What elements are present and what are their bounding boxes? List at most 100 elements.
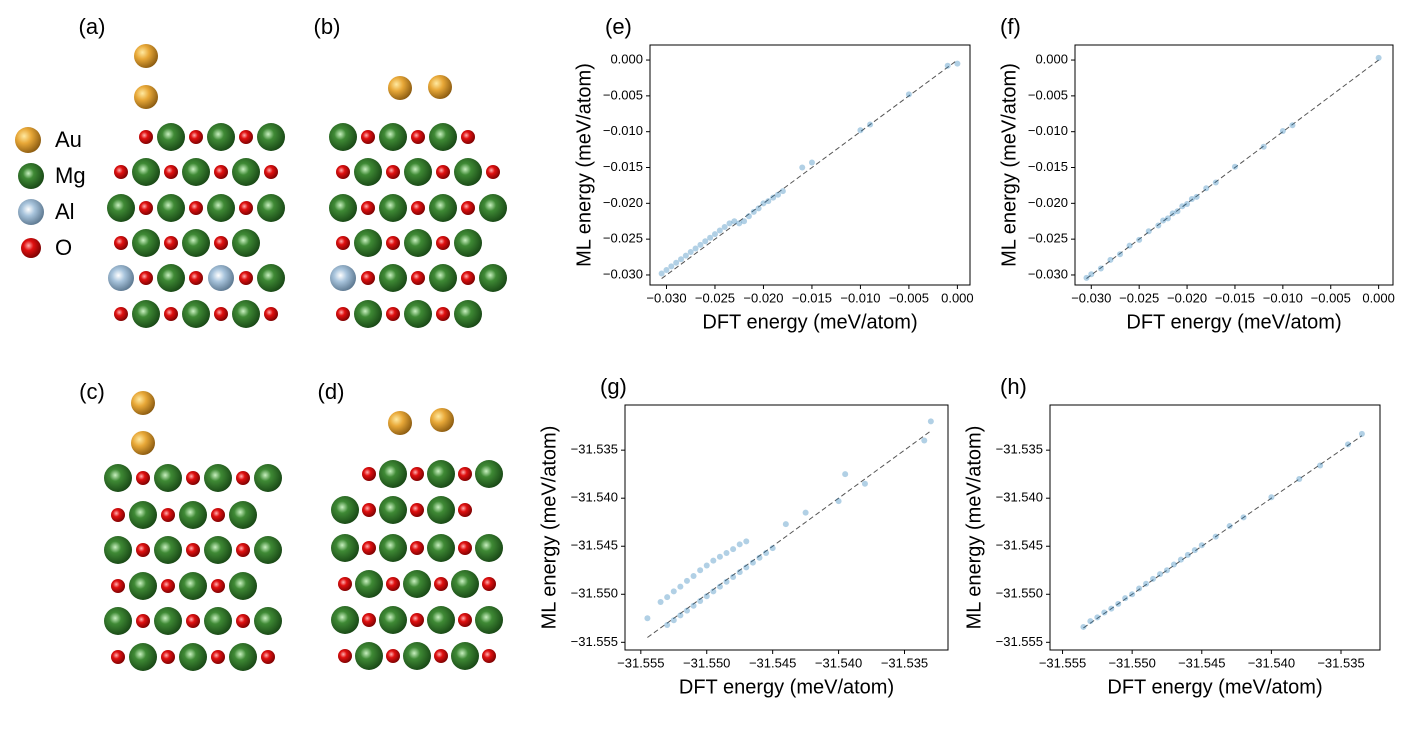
- atom: [379, 264, 407, 292]
- scatter-point: [664, 622, 671, 629]
- y-tick-label: 0.000: [1035, 51, 1068, 66]
- atom: [386, 649, 400, 663]
- panel-label: (h): [1000, 374, 1027, 399]
- x-tick-label: −0.025: [695, 290, 735, 305]
- atom: [461, 201, 475, 215]
- atom: [329, 194, 357, 222]
- identity-line: [647, 430, 932, 638]
- atom: [479, 264, 507, 292]
- atom: [458, 503, 472, 517]
- atom: [108, 265, 134, 291]
- scatter-point: [1174, 208, 1181, 215]
- atom: [132, 300, 160, 328]
- scatter-point: [1129, 591, 1136, 598]
- atom: [411, 130, 425, 144]
- legend-swatch: [15, 127, 41, 153]
- atom: [239, 271, 253, 285]
- x-tick-label: −31.545: [1178, 655, 1225, 670]
- atom: [239, 201, 253, 215]
- atom: [211, 579, 225, 593]
- atom: [331, 606, 359, 634]
- scatter-point: [677, 612, 684, 619]
- atom: [189, 271, 203, 285]
- scatter-point: [763, 549, 770, 556]
- atom: [355, 570, 383, 598]
- atom: [379, 496, 407, 524]
- atom: [229, 643, 257, 671]
- scatter-point: [799, 164, 806, 171]
- x-tick-label: −31.545: [749, 655, 796, 670]
- atom: [214, 165, 228, 179]
- scatter-point: [755, 205, 762, 212]
- atom: [427, 606, 455, 634]
- atom: [132, 158, 160, 186]
- scatter-point: [678, 256, 685, 263]
- atom: [386, 165, 400, 179]
- scatter-point: [1191, 547, 1198, 554]
- atom: [182, 229, 210, 257]
- x-tick-label: −31.535: [1317, 655, 1364, 670]
- scatter-point: [1163, 567, 1170, 574]
- atom: [479, 194, 507, 222]
- x-tick-label: −0.010: [1263, 290, 1303, 305]
- x-tick-label: −0.005: [1311, 290, 1351, 305]
- scatter-point: [703, 562, 710, 569]
- x-tick-label: −31.555: [1039, 655, 1086, 670]
- atom: [164, 236, 178, 250]
- scatter-point: [673, 259, 680, 266]
- scatter-point: [1150, 575, 1157, 582]
- y-axis-label: ML energy (meV/atom): [998, 63, 1020, 267]
- scatter-point: [707, 234, 714, 241]
- scatter-point: [1080, 623, 1087, 630]
- y-tick-label: −31.555: [996, 634, 1043, 649]
- scatter-point: [770, 194, 777, 201]
- atom: [403, 642, 431, 670]
- x-tick-label: −0.020: [743, 290, 783, 305]
- scatter-point: [1184, 201, 1191, 208]
- atom: [404, 158, 432, 186]
- x-tick-label: −0.025: [1119, 290, 1159, 305]
- atom: [461, 271, 475, 285]
- y-tick-label: 0.000: [610, 51, 643, 66]
- scatter-point: [745, 213, 752, 220]
- legend-swatch: [21, 238, 41, 258]
- atom: [475, 534, 503, 562]
- atom: [261, 650, 275, 664]
- scatter-point: [736, 569, 743, 576]
- atom: [254, 536, 282, 564]
- atom: [427, 496, 455, 524]
- scatter-point: [769, 545, 776, 552]
- atom: [331, 496, 359, 524]
- scatter-point: [716, 553, 723, 560]
- atom: [208, 265, 234, 291]
- scatter-point: [663, 266, 670, 273]
- atom: [362, 503, 376, 517]
- scatter-point: [835, 498, 842, 505]
- plot-frame: [624, 404, 949, 651]
- scatter-point: [1193, 193, 1200, 200]
- atom: [257, 123, 285, 151]
- scatter-point: [927, 418, 934, 425]
- atom: [475, 460, 503, 488]
- atom: [129, 572, 157, 600]
- atom: [354, 158, 382, 186]
- atom: [129, 501, 157, 529]
- scatter-point: [731, 218, 738, 225]
- atom: [131, 431, 155, 455]
- x-tick-label: −0.015: [1215, 290, 1255, 305]
- atom: [236, 543, 250, 557]
- atom: [354, 229, 382, 257]
- scatter-point: [664, 594, 671, 601]
- atom: [111, 650, 125, 664]
- atom: [329, 123, 357, 151]
- atom: [428, 75, 452, 99]
- scatter-point: [905, 91, 912, 98]
- y-tick-label: −0.015: [1028, 159, 1068, 174]
- scatter-point: [723, 549, 730, 556]
- scatter-point: [690, 602, 697, 609]
- scatter-point: [1115, 600, 1122, 607]
- scatter-point: [730, 546, 737, 553]
- atom: [186, 543, 200, 557]
- scatter-point: [749, 559, 756, 566]
- scatter-point: [677, 583, 684, 590]
